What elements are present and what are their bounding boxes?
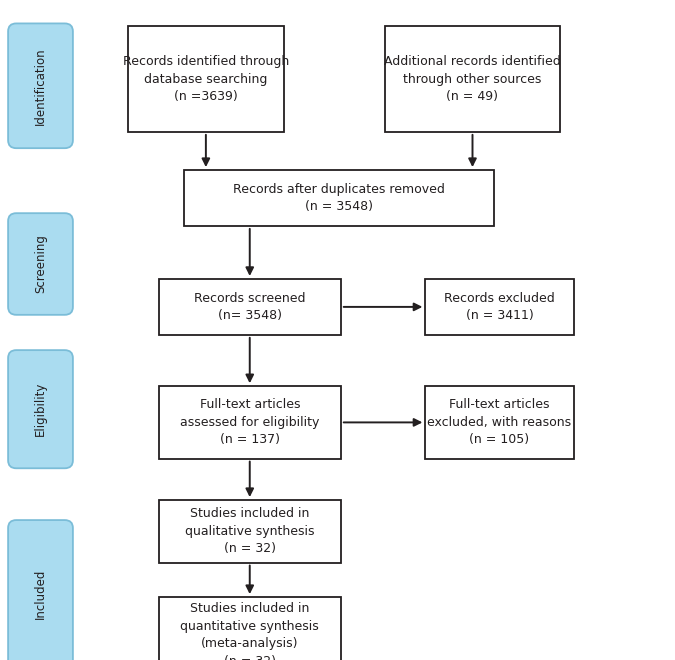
FancyBboxPatch shape [425,386,574,459]
FancyBboxPatch shape [8,520,73,660]
FancyBboxPatch shape [159,597,341,660]
FancyBboxPatch shape [128,26,284,132]
FancyBboxPatch shape [159,279,341,335]
Text: Screening: Screening [34,234,47,294]
Text: Eligibility: Eligibility [34,382,47,436]
Text: Records screened
(n= 3548): Records screened (n= 3548) [194,292,306,322]
FancyBboxPatch shape [159,386,341,459]
Text: Additional records identified
through other sources
(n = 49): Additional records identified through ot… [384,55,561,103]
FancyBboxPatch shape [8,350,73,469]
FancyBboxPatch shape [8,24,73,148]
Text: Included: Included [34,569,47,619]
FancyBboxPatch shape [425,279,574,335]
FancyBboxPatch shape [159,500,341,562]
FancyBboxPatch shape [385,26,560,132]
Text: Studies included in
qualitative synthesis
(n = 32): Studies included in qualitative synthesi… [185,508,315,555]
Text: Identification: Identification [34,47,47,125]
Text: Full-text articles
assessed for eligibility
(n = 137): Full-text articles assessed for eligibil… [180,399,319,446]
Text: Records identified through
database searching
(n =3639): Records identified through database sear… [123,55,289,103]
Text: Studies included in
quantitative synthesis
(meta-analysis)
(n = 32): Studies included in quantitative synthes… [180,602,319,660]
Text: Records after duplicates removed
(n = 3548): Records after duplicates removed (n = 35… [233,183,445,213]
Text: Records excluded
(n = 3411): Records excluded (n = 3411) [444,292,555,322]
Text: Full-text articles
excluded, with reasons
(n = 105): Full-text articles excluded, with reason… [427,399,572,446]
FancyBboxPatch shape [184,170,494,226]
FancyBboxPatch shape [8,213,73,315]
